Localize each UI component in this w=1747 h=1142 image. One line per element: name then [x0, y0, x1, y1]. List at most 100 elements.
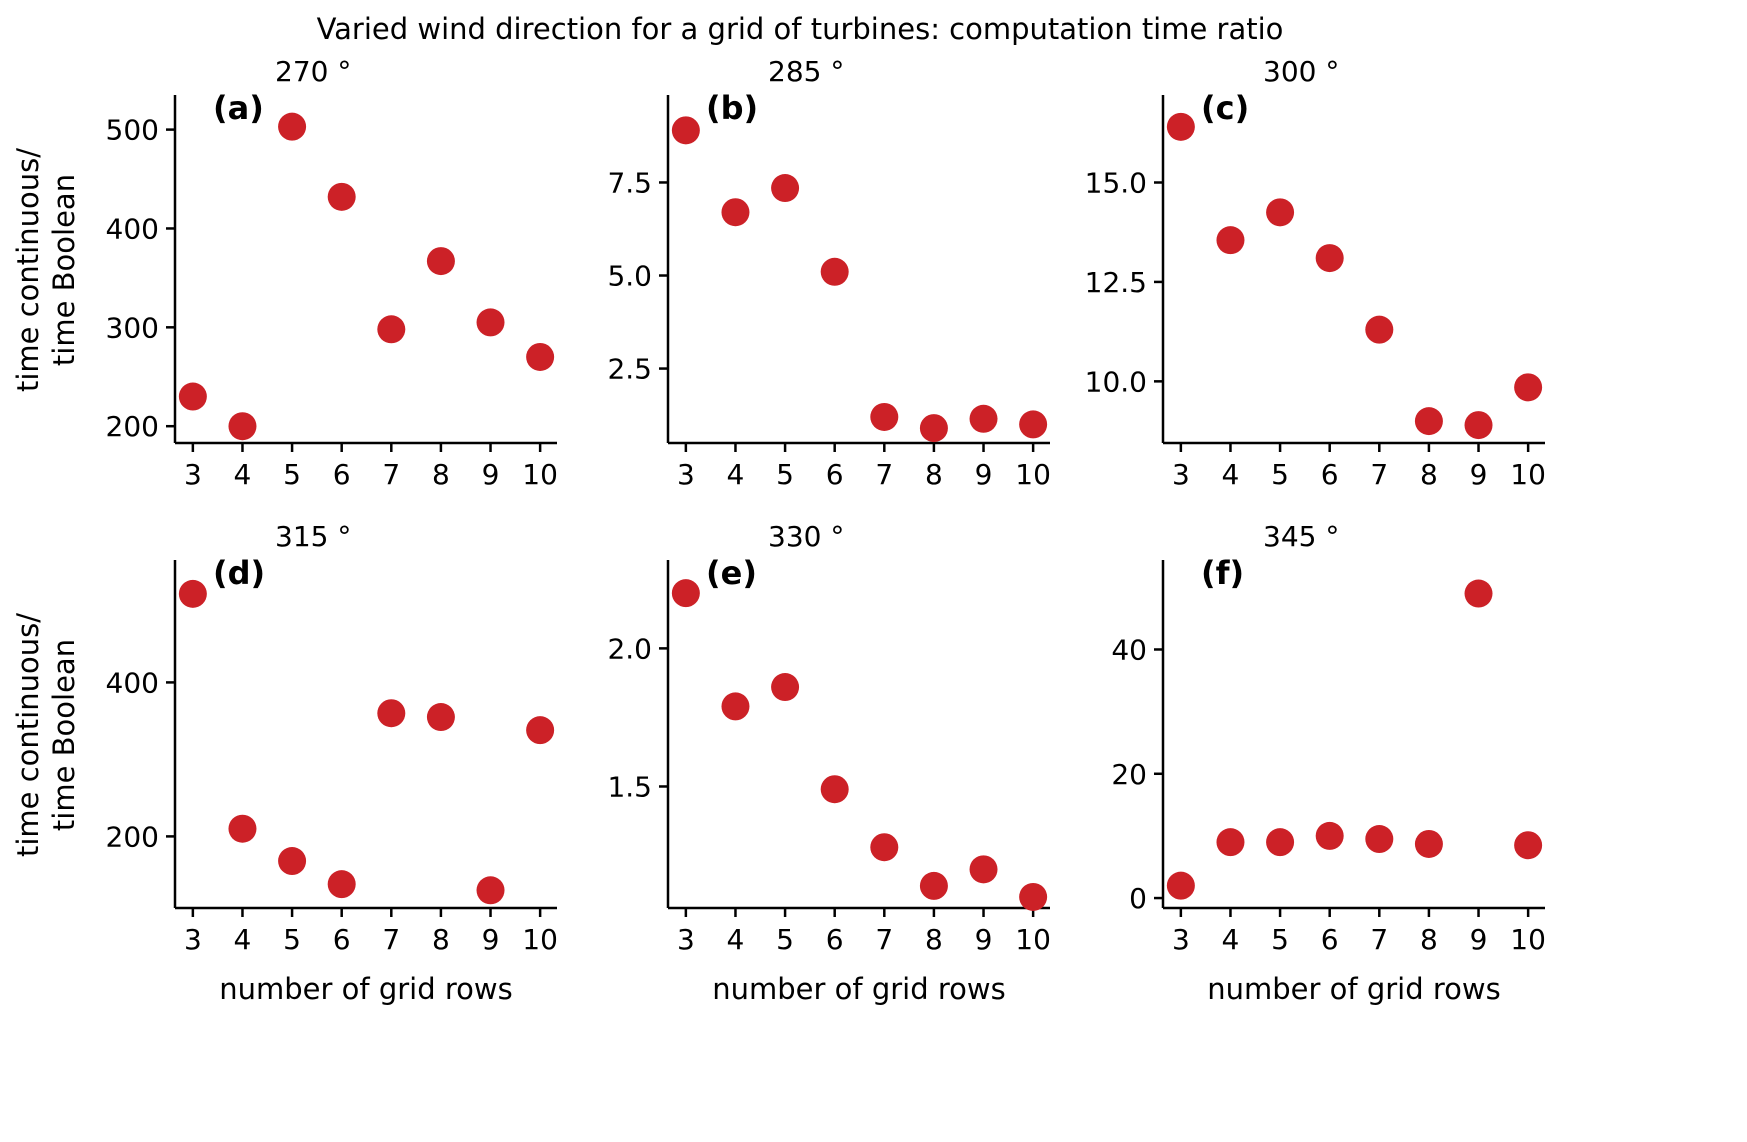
- data-point: [1019, 882, 1048, 911]
- x-tick-label: 6: [333, 923, 351, 956]
- y-tick-label: 15.0: [1085, 166, 1147, 199]
- data-point: [1266, 198, 1295, 227]
- data-point: [771, 673, 800, 702]
- data-point: [426, 703, 455, 732]
- data-point: [919, 871, 948, 900]
- data-point: [671, 116, 700, 145]
- x-tick-label: 5: [283, 923, 301, 956]
- data-point: [721, 692, 750, 721]
- data-point: [919, 414, 948, 443]
- panel-label: (b): [706, 89, 759, 127]
- data-point: [1166, 871, 1195, 900]
- x-tick-label: 4: [727, 923, 745, 956]
- x-tick-label: 9: [482, 458, 500, 491]
- x-tick-label: 3: [677, 923, 695, 956]
- x-tick-label: 7: [875, 923, 893, 956]
- y-tick-label: 5.0: [607, 260, 652, 293]
- panel-label: (a): [213, 89, 264, 127]
- x-tick-label: 3: [1172, 458, 1190, 491]
- data-point: [1266, 828, 1295, 857]
- data-point: [1216, 226, 1245, 255]
- data-point: [1464, 411, 1493, 440]
- data-point: [1514, 831, 1543, 860]
- axes: 3 4 5 6 7 8 9 10 2.5 5.0 7.5: [607, 95, 1051, 491]
- x-tick-label: 7: [1370, 923, 1388, 956]
- x-tick-label: 4: [727, 458, 745, 491]
- x-tick-label: 10: [1015, 923, 1051, 956]
- data-point: [1365, 315, 1394, 344]
- data-point: [870, 833, 899, 862]
- x-tick-label: 5: [1271, 458, 1289, 491]
- x-tick-label: 4: [234, 923, 252, 956]
- data-point: [377, 699, 406, 728]
- data-point: [426, 247, 455, 276]
- data-point: [1414, 829, 1443, 858]
- x-tick-label: 6: [826, 923, 844, 956]
- x-tick-label: 6: [1321, 458, 1339, 491]
- data-point: [228, 814, 257, 843]
- data-point: [327, 182, 356, 211]
- subplot-c: 300 ° (c) 3 4 5 6 7 8 9 10 10.0 12.5 15.0: [1053, 45, 1563, 515]
- points: [1166, 579, 1543, 900]
- panel-label: (c): [1201, 89, 1250, 127]
- data-point: [1216, 828, 1245, 857]
- x-axis-label-col3: number of grid rows: [1207, 972, 1501, 1006]
- x-tick-label: 9: [1470, 458, 1488, 491]
- subplot-a: 270 ° (a) 3 4 5 6 7 8 9 10 200 300 400 500: [65, 45, 575, 515]
- subplot-e: 330 ° (e) 3 4 5 6 7 8 9 10 1.5 2.0: [558, 510, 1068, 980]
- subplot-title: 285 °: [768, 55, 845, 88]
- panel-label: (d): [213, 554, 266, 592]
- x-tick-label: 7: [1370, 458, 1388, 491]
- data-point: [1166, 112, 1195, 141]
- subplot-d: 315 ° (d) 3 4 5 6 7 8 9 10 200 400: [65, 510, 575, 980]
- data-point: [377, 315, 406, 344]
- data-point: [771, 174, 800, 203]
- points: [178, 112, 555, 441]
- data-point: [476, 876, 505, 905]
- axes: 3 4 5 6 7 8 9 10 200 400: [106, 560, 558, 956]
- x-tick-label: 4: [234, 458, 252, 491]
- data-point: [870, 402, 899, 431]
- subplot-b: 285 ° (b) 3 4 5 6 7 8 9 10 2.5 5.0 7.5: [558, 45, 1068, 515]
- axes: 3 4 5 6 7 8 9 10 1.5 2.0: [607, 560, 1051, 956]
- subplot-f: 345 ° (f) 3 4 5 6 7 8 9 10 0 20 40: [1053, 510, 1563, 980]
- x-tick-label: 5: [1271, 923, 1289, 956]
- x-tick-label: 8: [432, 923, 450, 956]
- axes: 3 4 5 6 7 8 9 10 0 20 40: [1111, 560, 1546, 956]
- x-tick-label: 10: [522, 458, 558, 491]
- data-point: [278, 847, 307, 876]
- data-point: [969, 855, 998, 884]
- x-tick-label: 3: [677, 458, 695, 491]
- x-tick-label: 3: [184, 923, 202, 956]
- x-tick-label: 9: [975, 923, 993, 956]
- x-tick-label: 9: [1470, 923, 1488, 956]
- data-point: [969, 404, 998, 433]
- x-tick-label: 7: [382, 923, 400, 956]
- x-tick-label: 8: [925, 458, 943, 491]
- data-point: [476, 308, 505, 337]
- x-tick-label: 6: [1321, 923, 1339, 956]
- data-point: [820, 775, 849, 804]
- data-point: [1464, 579, 1493, 608]
- x-tick-label: 6: [333, 458, 351, 491]
- subplot-title: 345 °: [1263, 520, 1340, 553]
- scatter-plot: 3 4 5 6 7 8 9 10 0 20 40: [1111, 560, 1546, 956]
- data-point: [178, 579, 207, 608]
- points: [671, 579, 1048, 911]
- y-tick-label: 2.0: [607, 632, 652, 665]
- x-tick-label: 9: [975, 458, 993, 491]
- x-tick-label: 8: [1420, 923, 1438, 956]
- data-point: [526, 342, 555, 371]
- y-tick-label: 40: [1111, 633, 1147, 666]
- scatter-plot: 3 4 5 6 7 8 9 10 1.5 2.0: [607, 560, 1051, 956]
- subplot-title: 270 °: [275, 55, 352, 88]
- scatter-plot: 3 4 5 6 7 8 9 10 10.0 12.5 15.0: [1085, 95, 1546, 491]
- figure-title: Varied wind direction for a grid of turb…: [316, 12, 1284, 46]
- y-tick-label: 200: [106, 410, 159, 443]
- data-point: [1514, 373, 1543, 402]
- x-tick-label: 10: [522, 923, 558, 956]
- scatter-plot: 3 4 5 6 7 8 9 10 2.5 5.0 7.5: [607, 95, 1051, 491]
- y-tick-label: 7.5: [607, 166, 652, 199]
- x-tick-label: 10: [1510, 458, 1546, 491]
- x-tick-label: 8: [1420, 458, 1438, 491]
